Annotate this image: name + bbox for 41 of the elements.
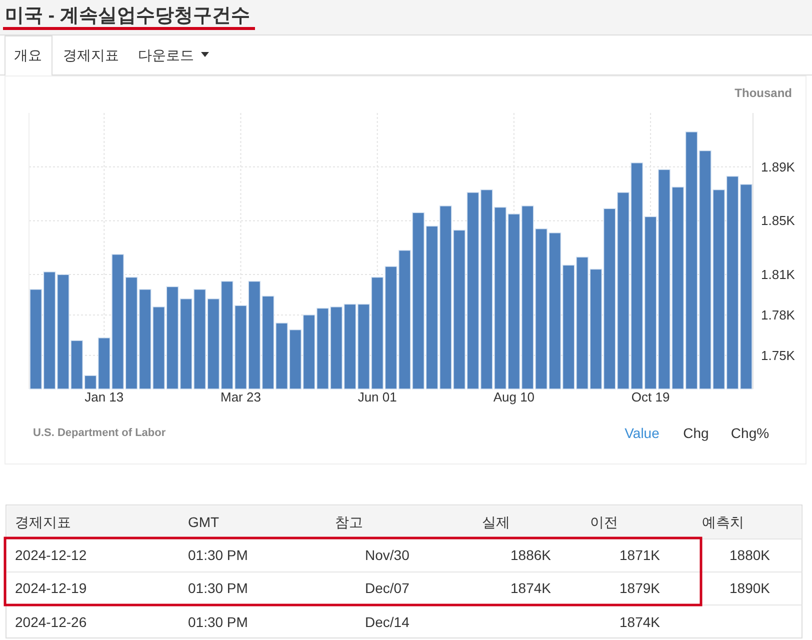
text: 개요 [14, 47, 42, 63]
x-tick-label: Mar 23 [220, 390, 261, 404]
y-tick-label: 1.81K [761, 267, 796, 282]
text: 1879K [620, 580, 661, 596]
text: Dec/14 [365, 614, 410, 630]
text: 이전 [590, 514, 618, 530]
text: Dec/07 [365, 580, 410, 596]
text: 2024-12-19 [15, 580, 87, 596]
text: 예측치 [702, 514, 744, 530]
text: 1874K [620, 614, 661, 630]
text: 1871K [620, 547, 661, 563]
text: Nov/30 [365, 547, 410, 563]
text: 경제지표 [63, 47, 119, 63]
text: 01:30 PM [188, 580, 248, 596]
y-axis-title: Thousand [734, 86, 792, 100]
text: 01:30 PM [188, 547, 248, 563]
y-tick-label: 1.89K [761, 159, 796, 174]
text: GMT [188, 514, 220, 530]
text: 1874K [510, 580, 552, 596]
x-tick-label: Jun 01 [358, 390, 397, 404]
text: 1886K [510, 547, 552, 563]
text: 다운로드 [138, 47, 194, 63]
text: 2024-12-26 [15, 614, 87, 630]
text: Value [624, 425, 660, 441]
text: 01:30 PM [188, 614, 248, 630]
text: U.S. Department of Labor [33, 427, 166, 439]
text: 1880K [730, 547, 771, 563]
text: 참고 [335, 514, 363, 530]
text: 2024-12-12 [15, 547, 87, 563]
y-tick-label: 1.78K [761, 307, 796, 322]
text: Chg [683, 425, 709, 441]
x-tick-label: Aug 10 [493, 390, 535, 404]
x-tick-label: Oct 19 [631, 390, 670, 404]
y-tick-label: 1.85K [761, 213, 796, 228]
y-tick-label: 1.75K [761, 348, 796, 363]
text: 실제 [482, 514, 510, 530]
text: 1890K [730, 580, 771, 596]
x-tick-label: Jan 13 [84, 390, 124, 404]
chart-title: 미국 - 계속실업수당청구건수 [5, 6, 250, 26]
text: Chg% [730, 425, 770, 441]
text: 경제지표 [15, 514, 71, 530]
